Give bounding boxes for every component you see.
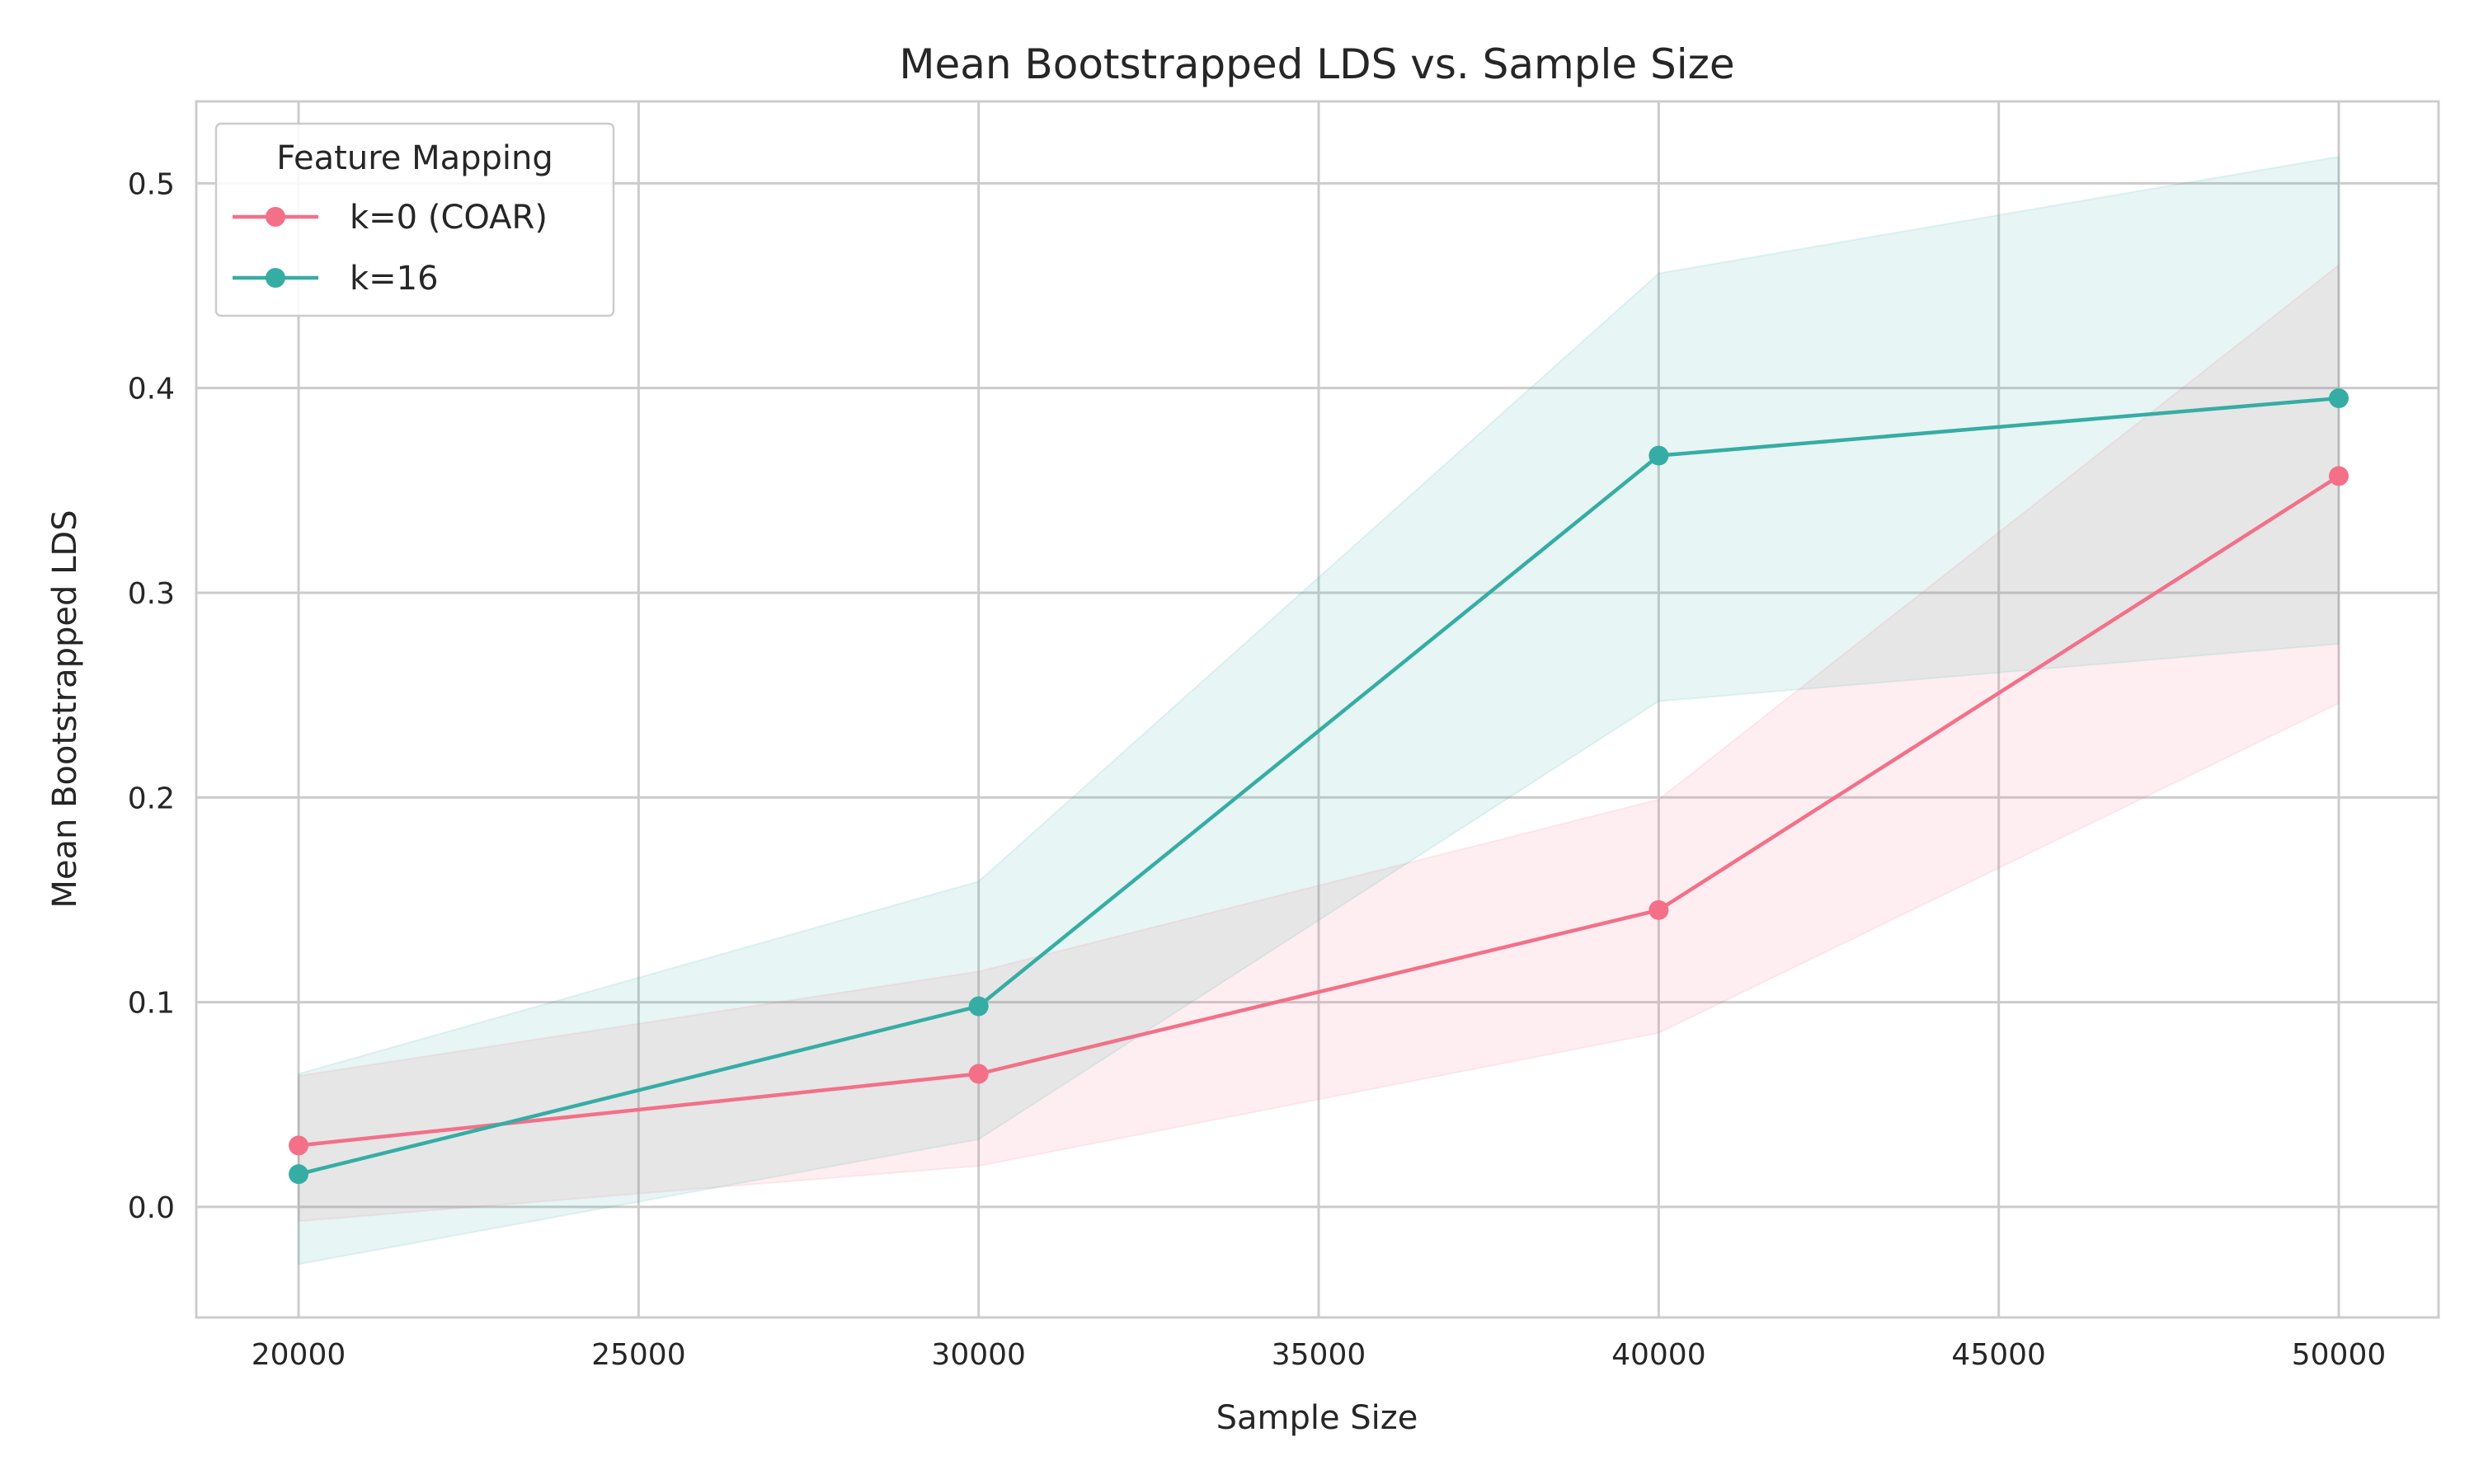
legend-marker-k0 [266, 207, 285, 227]
y-tick-label: 0.3 [128, 577, 175, 611]
series-lines [289, 388, 2349, 1185]
legend-marker-k16 [266, 268, 285, 288]
legend-box [214, 122, 615, 317]
x-tick-label: 45000 [1951, 1338, 2046, 1372]
legend-item-k16: k=16 [233, 260, 439, 298]
data-point [968, 996, 989, 1017]
x-tick-label: 35000 [1272, 1338, 1366, 1372]
data-point [1649, 445, 1669, 466]
legend-label-k0: k=0 (COAR) [350, 199, 548, 237]
y-tick-labels: 0.0 0.1 0.2 0.3 0.4 0.5 [128, 167, 175, 1225]
y-axis-label: Mean Bootstrapped LDS [46, 510, 84, 908]
y-tick-label: 0.0 [128, 1191, 175, 1225]
data-point [289, 1164, 309, 1185]
x-axis-label: Sample Size [1216, 1399, 1418, 1437]
legend: Feature Mapping k=0 (COAR) k=16 [214, 122, 615, 317]
x-tick-label: 40000 [1611, 1338, 1706, 1372]
x-tick-label: 30000 [931, 1338, 1026, 1372]
legend-label-k16: k=16 [350, 260, 439, 298]
y-tick-label: 0.2 [128, 782, 175, 815]
y-tick-label: 0.4 [128, 373, 175, 406]
data-point [1649, 899, 1669, 920]
x-tick-labels: 20000 25000 30000 35000 40000 45000 50000 [252, 1338, 2387, 1372]
series-line-1 [298, 396, 2340, 1176]
grid [196, 101, 2439, 1317]
data-point [968, 1064, 989, 1084]
legend-item-k0: k=0 (COAR) [233, 199, 548, 237]
data-point [2329, 466, 2349, 486]
confidence-band-1 [298, 155, 2340, 1266]
x-tick-label: 25000 [591, 1338, 686, 1372]
chart-title: Mean Bootstrapped LDS vs. Sample Size [899, 40, 1734, 88]
legend-title: Feature Mapping [276, 139, 553, 177]
data-point [2329, 388, 2349, 409]
series-line-0 [298, 474, 2340, 1148]
y-tick-label: 0.5 [128, 167, 175, 201]
x-tick-label: 50000 [2292, 1338, 2387, 1372]
x-tick-label: 20000 [252, 1338, 346, 1372]
data-point [289, 1135, 309, 1156]
plot-frame [195, 100, 2440, 1319]
y-tick-label: 0.1 [128, 987, 175, 1021]
